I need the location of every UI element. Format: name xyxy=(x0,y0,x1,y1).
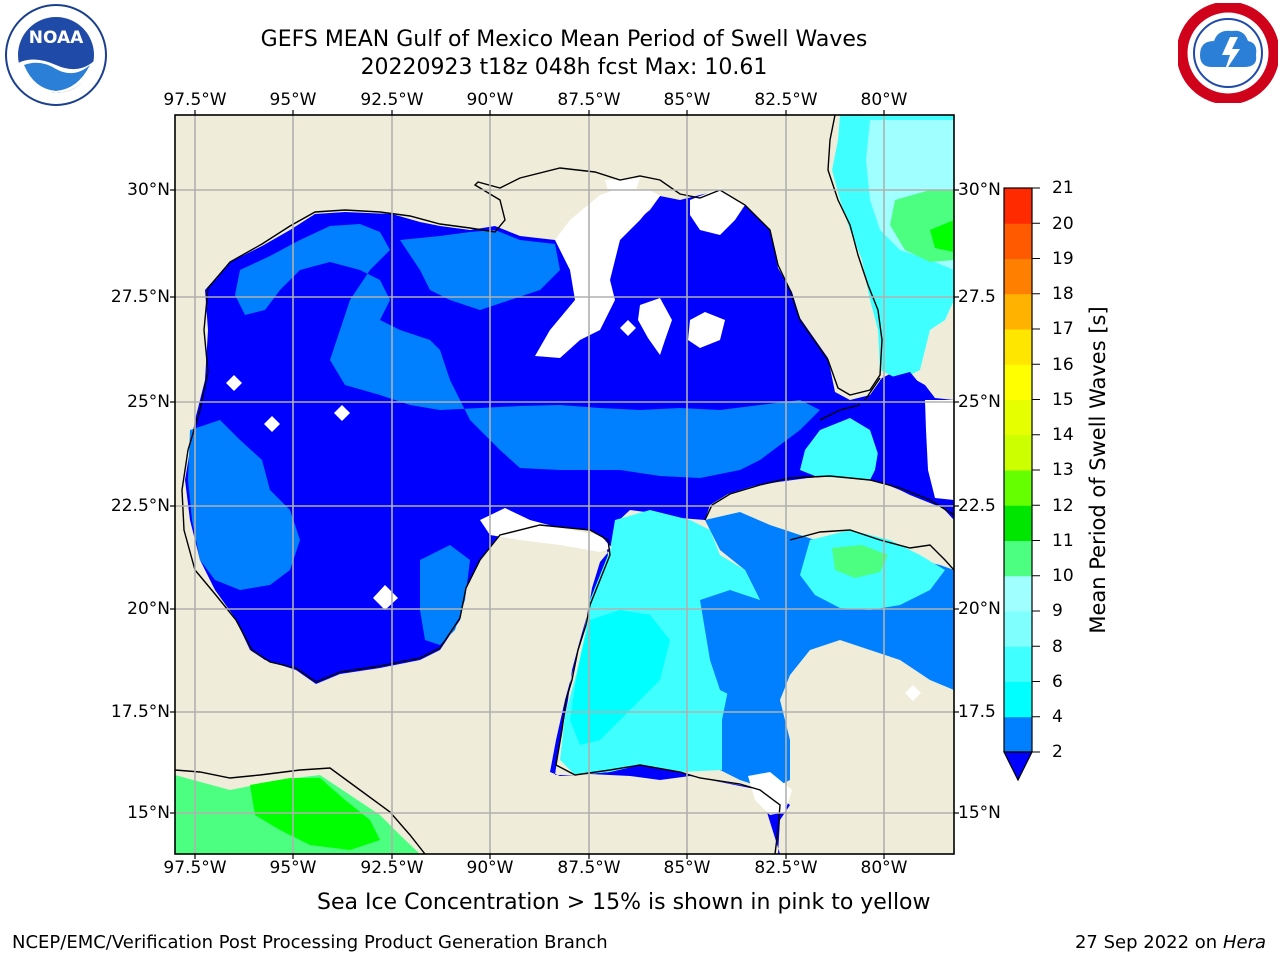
chart-subtitle-run-info: 20220923 t18z 048h fcst Max: 10.61 xyxy=(360,55,768,80)
lon-label-top: 87.5°W xyxy=(557,90,621,110)
lon-label-bottom: 92.5°W xyxy=(360,858,424,878)
florida-straits-band xyxy=(800,418,880,480)
colorbar-segment xyxy=(1004,540,1032,577)
atlantic-band-10-11s xyxy=(930,220,954,252)
masked-shelf-northeast xyxy=(690,188,745,235)
colorbar-tick-label: 15 xyxy=(1052,390,1074,410)
colorbar-segment xyxy=(1004,223,1032,259)
colorbar-tick-label: 20 xyxy=(1052,214,1074,234)
masked-shelf-east xyxy=(638,298,725,355)
lat-label-right: 25°N xyxy=(958,392,1001,412)
footer-date: 27 Sep 2022 on Hera xyxy=(1075,932,1266,953)
lon-label-bottom: 87.5°W xyxy=(557,858,621,878)
lat-label-right: 30°N xyxy=(958,180,1001,200)
lat-label-right: 15°N xyxy=(958,803,1001,823)
colorbar-tick-label: 13 xyxy=(1052,460,1074,480)
colorbar-tick-label: 17 xyxy=(1052,319,1074,339)
colorbar-tick-label: 4 xyxy=(1052,707,1063,727)
pacific-band-10-11s xyxy=(250,778,380,850)
colorbar-tick-label: 6 xyxy=(1052,672,1063,692)
swell-band-2-4s-south xyxy=(420,545,470,645)
lat-label-right: 27.5 xyxy=(958,287,996,307)
colorbar-segment xyxy=(1004,329,1032,365)
colorbar-tick-label: 10 xyxy=(1052,566,1074,586)
colorbar-segment xyxy=(1004,470,1032,506)
colorbar-segment xyxy=(1004,399,1032,436)
masked-shelf-north xyxy=(535,188,660,358)
colorbar-segment xyxy=(1004,434,1032,471)
sea-ice-note: Sea Ice Concentration > 15% is shown in … xyxy=(317,890,931,915)
footer-branch: NCEP/EMC/Verification Post Processing Pr… xyxy=(12,932,608,953)
colorbar-segment xyxy=(1004,681,1032,718)
colorbar-segment xyxy=(1004,716,1032,753)
colorbar-segment xyxy=(1004,293,1032,330)
colorbar-tick-label: 2 xyxy=(1052,742,1063,762)
colorbar-under-extension xyxy=(1003,751,1033,782)
swell-band-2-4s xyxy=(235,224,820,478)
national-weather-service-logo xyxy=(1178,3,1278,103)
lon-label-top: 80°W xyxy=(860,90,908,110)
lon-label-bottom: 82.5°W xyxy=(754,858,818,878)
colorbar-segment xyxy=(1004,646,1032,682)
lon-label-top: 90°W xyxy=(466,90,514,110)
colorbar-tick-label: 19 xyxy=(1052,249,1074,269)
colorbar-segment xyxy=(1004,364,1032,400)
colorbar-label: Mean Period of Swell Waves [s] xyxy=(1086,306,1110,634)
lon-label-bottom: 85°W xyxy=(663,858,711,878)
colorbar-tick-label: 16 xyxy=(1052,355,1074,375)
colorbar-segment xyxy=(1004,575,1032,612)
colorbar-segment xyxy=(1004,505,1032,541)
graticule xyxy=(175,115,954,854)
colorbar-tick-label: 9 xyxy=(1052,601,1063,621)
lat-label-right: 17.5 xyxy=(958,702,996,722)
lon-label-bottom: 90°W xyxy=(466,858,514,878)
lat-label-right: 20°N xyxy=(958,599,1001,619)
colorbar-tick-label: 12 xyxy=(1052,496,1074,516)
footer-host: Hera xyxy=(1222,932,1266,953)
lon-label-top: 95°W xyxy=(269,90,317,110)
colorbar-segment xyxy=(1004,188,1032,224)
colorbar-tick-label: 21 xyxy=(1052,178,1074,198)
colorbar-tick-label: 14 xyxy=(1052,425,1074,445)
lon-label-bottom: 97.5°W xyxy=(163,858,227,878)
colorbar-segment xyxy=(1004,611,1032,647)
footer-date-text: 27 Sep 2022 on xyxy=(1074,932,1218,953)
swell-band-2-4s-north xyxy=(400,230,560,310)
lon-label-top: 97.5°W xyxy=(163,90,227,110)
lat-label-left: 27.5°N xyxy=(110,287,170,307)
colorbar xyxy=(1004,187,1040,753)
masked-yucatan-shelf xyxy=(480,508,612,552)
masked-nicaragua-shelf xyxy=(748,772,792,815)
lat-label-left: 30°N xyxy=(127,180,170,200)
lat-label-right: 22.5 xyxy=(958,496,996,516)
swell-band-2-4s-west xyxy=(188,420,300,590)
lon-label-top: 85°W xyxy=(663,90,711,110)
caribbean-band-2-4s-inner xyxy=(700,590,775,700)
lat-label-left: 22.5°N xyxy=(110,496,170,516)
map-frame xyxy=(174,114,955,855)
colorbar-tick-label: 18 xyxy=(1052,284,1074,304)
colorbar-frame xyxy=(1003,187,1033,753)
lon-label-bottom: 95°W xyxy=(269,858,317,878)
noaa-logo: NOAA xyxy=(5,4,107,106)
coastline xyxy=(175,115,954,854)
masked-bahamas xyxy=(925,400,954,500)
colorbar-tick-label: 8 xyxy=(1052,637,1063,657)
lon-label-top: 92.5°W xyxy=(360,90,424,110)
lat-label-left: 17.5°N xyxy=(110,702,170,722)
chart-title: GEFS MEAN Gulf of Mexico Mean Period of … xyxy=(260,27,868,52)
colorbar-tick-label: 11 xyxy=(1052,531,1074,551)
noaa-logo-text: NOAA xyxy=(29,28,84,48)
caribbean-band-9-10s xyxy=(832,545,888,578)
colorbar-segment xyxy=(1004,258,1032,295)
lat-label-left: 20°N xyxy=(127,599,170,619)
lon-label-top: 82.5°W xyxy=(754,90,818,110)
lat-label-left: 15°N xyxy=(127,803,170,823)
lat-label-left: 25°N xyxy=(127,392,170,412)
axis-ticks xyxy=(170,110,959,859)
lon-label-bottom: 80°W xyxy=(860,858,908,878)
